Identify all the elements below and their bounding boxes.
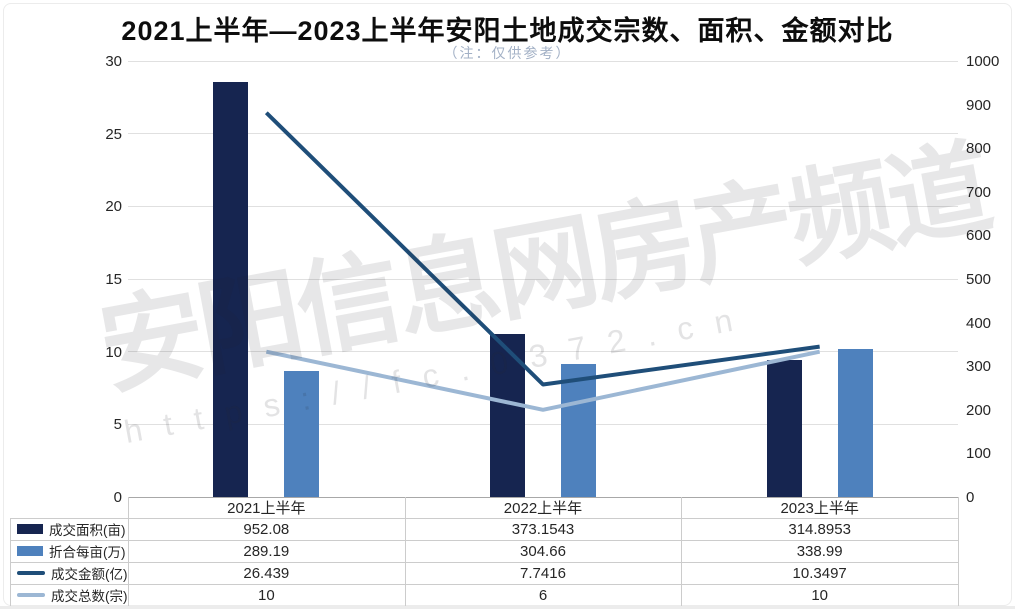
bottom-edge (0, 606, 1015, 609)
left-axis-tick-label: 5 (113, 416, 122, 434)
legend-row: 成交金额(亿) (11, 562, 128, 584)
gridline (128, 60, 958, 62)
table-grid-line (10, 562, 958, 563)
gridline (128, 133, 958, 135)
right-axis-tick-label: 500 (966, 271, 992, 288)
gridline (128, 351, 958, 353)
table-value-cell: 7.7416 (520, 564, 566, 582)
bar-area (213, 81, 249, 497)
table-value-cell: 314.8953 (788, 520, 851, 538)
table-header-cell: 2023上半年 (780, 500, 859, 517)
right-axis-tick-label: 300 (966, 358, 992, 376)
table-grid-line (128, 497, 129, 606)
legend-label: 成交总数(宗) (51, 589, 128, 604)
bar-area (766, 359, 802, 497)
table-grid-line (10, 518, 11, 606)
legend-label: 成交面积(亩) (49, 523, 126, 538)
left-axis-tick-label: 25 (105, 125, 122, 143)
table-value-cell: 338.99 (796, 542, 843, 560)
table-header-cell: 2022上半年 (503, 500, 583, 517)
right-axis-tick-label: 200 (966, 401, 992, 419)
page-title: 2021上半年—2023上半年安阳土地成交宗数、面积、金额对比 (121, 16, 894, 46)
table-value-cell: 10.3497 (792, 564, 847, 582)
table-value-cell: 304.66 (520, 542, 566, 560)
legend-row: 折合每亩(万) (11, 540, 128, 562)
bar-per-mu (561, 364, 596, 497)
gridline (128, 278, 958, 280)
gridline (128, 496, 958, 498)
left-axis-tick-label: 15 (105, 271, 122, 288)
table-value-cell: 952.08 (243, 520, 290, 538)
bar-per-mu (837, 349, 873, 497)
right-axis-tick-label: 1000 (966, 53, 1000, 70)
legend-line-swatch (17, 571, 45, 575)
legend-label: 折合每亩(万) (49, 545, 126, 560)
table-value-cell: 289.19 (243, 542, 290, 560)
table-grid-line (10, 584, 958, 585)
left-axis-tick-label: 30 (105, 53, 122, 70)
right-axis-tick-label: 400 (966, 314, 992, 332)
legend-line-swatch (17, 593, 45, 597)
legend-row: 成交面积(亩) (11, 518, 128, 540)
table-grid-line (10, 518, 958, 519)
left-axis-tick-label: 10 (105, 343, 122, 361)
legend-bar-swatch (17, 524, 43, 534)
table-value-cell: 373.1543 (511, 520, 575, 538)
legend-row: 成交总数(宗) (11, 584, 128, 606)
table-header-cell: 2021上半年 (227, 500, 306, 517)
right-axis-tick-label: 700 (966, 183, 992, 201)
bar-per-mu (284, 370, 320, 497)
left-axis-tick-label: 0 (113, 489, 122, 506)
bar-area (490, 334, 525, 497)
page-subtitle: （注：仅供参考） (443, 45, 572, 61)
right-axis-tick-label: 0 (966, 489, 975, 506)
table-grid-line (681, 497, 683, 606)
table-value-cell: 26.439 (243, 564, 290, 582)
table-grid-line (958, 497, 959, 606)
table-grid-line (10, 540, 958, 541)
line-amount (264, 111, 820, 387)
legend-bar-swatch (17, 546, 43, 556)
table-grid-line (404, 497, 406, 606)
right-axis-tick-label: 800 (966, 140, 992, 158)
table-value-cell: 10 (257, 586, 275, 604)
gridline (128, 205, 958, 207)
right-axis-tick-label: 100 (966, 445, 992, 463)
table-value-cell: 10 (811, 586, 828, 604)
table-value-cell: 6 (538, 586, 548, 604)
right-axis-tick-label: 900 (966, 96, 992, 114)
left-axis-tick-label: 20 (105, 198, 122, 216)
gridline (128, 423, 958, 425)
right-axis-tick-label: 600 (966, 227, 992, 245)
line-count (265, 349, 821, 412)
legend-label: 成交金额(亿) (51, 567, 128, 582)
